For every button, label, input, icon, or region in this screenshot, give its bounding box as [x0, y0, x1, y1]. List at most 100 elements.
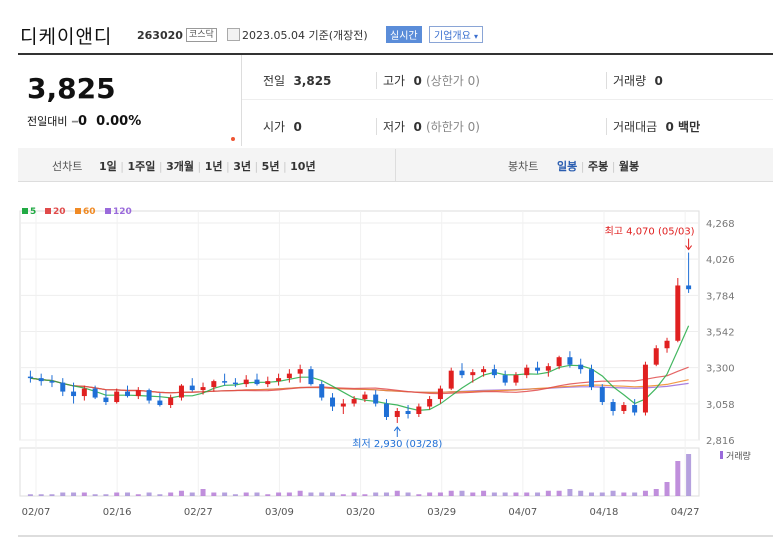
volume-bar	[394, 490, 400, 496]
candle-chart-tab[interactable]: 봉차트	[508, 160, 539, 173]
x-tick-label: 03/29	[427, 507, 456, 518]
high-label: 고가	[383, 74, 406, 88]
company-overview-label: 기업개요	[434, 31, 471, 42]
candle-body	[232, 382, 238, 385]
base-date: 2023.05.04 기준(개장전)	[242, 29, 368, 42]
stock-name: 디케이앤디	[20, 26, 113, 48]
volume-bar	[642, 490, 648, 496]
open-price: 시가 0	[263, 118, 302, 135]
period-tab-3[interactable]: 1년	[204, 160, 223, 173]
period-tab-0[interactable]: 1일	[99, 160, 117, 173]
period-tab-6[interactable]: 10년	[290, 160, 316, 173]
candle-period-tab-2[interactable]: 월봉	[618, 160, 640, 173]
candle-period-tab-1[interactable]: 주봉	[587, 160, 609, 173]
volume-bar	[632, 492, 638, 496]
volume-bar	[578, 490, 584, 496]
volume-bar	[545, 490, 551, 496]
candle-body	[81, 388, 87, 397]
x-tick-label: 04/27	[671, 507, 700, 518]
y-tick-label: 3,058	[706, 400, 735, 411]
realtime-button[interactable]: 실시간	[386, 26, 422, 43]
candle-body	[211, 381, 217, 388]
x-tick-label: 02/07	[22, 507, 51, 518]
period-tab-2[interactable]: 3개월	[166, 160, 194, 173]
candle-body	[60, 382, 66, 392]
volume-legend-swatch	[720, 451, 723, 459]
volume: 거래량 0	[606, 72, 663, 89]
candle-period-tab-0[interactable]: 일봉	[557, 160, 578, 173]
high-annotation: 최고 4,070 (05/03)	[605, 226, 695, 238]
volume-bar	[232, 494, 238, 496]
candle-body	[254, 379, 260, 385]
low-price: 저가 0 (하한가 0)	[376, 118, 480, 135]
volume-bar	[502, 492, 508, 496]
high-arrow-head	[685, 245, 693, 251]
volume-bar	[189, 492, 195, 496]
change-value: 0	[78, 114, 88, 129]
current-price: 3,825	[27, 72, 116, 105]
candle-body	[308, 369, 314, 385]
divider	[242, 99, 773, 100]
x-tick-label: 03/20	[346, 507, 375, 518]
volume-bar	[491, 492, 497, 496]
volume-bar	[373, 492, 379, 496]
plot-frame	[19, 210, 700, 441]
volume-bar	[178, 490, 184, 496]
volume-bar	[125, 492, 131, 496]
y-tick-label: 4,268	[706, 219, 735, 230]
candle-body	[642, 364, 648, 413]
tab-separator: |	[577, 160, 588, 173]
candle-body	[664, 340, 670, 349]
volume-bar	[222, 492, 228, 496]
candle-body	[394, 411, 400, 417]
volume-bar	[157, 494, 163, 496]
candle-body	[38, 378, 44, 382]
low-value: 0	[413, 120, 422, 134]
candle-body	[588, 369, 594, 388]
candle-body	[200, 387, 206, 391]
candle-body	[427, 399, 433, 407]
candle-body	[491, 369, 497, 376]
volume-bar	[653, 489, 659, 496]
volume-bar	[71, 492, 77, 496]
candle-period-tabs: 일봉 | 주봉 | 월봉	[557, 158, 639, 174]
candle-body	[502, 375, 508, 383]
divider	[395, 149, 396, 181]
candle-body	[437, 388, 443, 400]
volume-bar	[427, 492, 433, 496]
candle-body	[178, 385, 184, 398]
volume-bar	[621, 492, 627, 496]
candle-body	[330, 397, 336, 407]
legend-label: 20	[53, 207, 66, 217]
price-change: 전일대비 ━0 0.00%	[27, 113, 141, 129]
period-tab-4[interactable]: 3년	[233, 160, 251, 173]
period-tab-5[interactable]: 5년	[261, 160, 280, 173]
volume-bar	[599, 492, 605, 496]
y-tick-label: 3,784	[706, 291, 735, 302]
volume-bar	[38, 494, 44, 496]
candle-body	[146, 390, 152, 401]
line-chart-tab[interactable]: 선차트	[52, 160, 83, 173]
tab-separator: |	[279, 160, 291, 173]
y-tick-label: 2,816	[706, 436, 735, 447]
flat-icon: ━	[72, 117, 79, 128]
low-label: 저가	[383, 120, 406, 134]
high-value: 0	[413, 74, 422, 88]
volume-bar	[319, 492, 325, 496]
volume-bar	[286, 492, 292, 496]
company-overview-button[interactable]: 기업개요 ▾	[429, 26, 484, 43]
volume-value: 0	[654, 74, 663, 88]
candle-body	[481, 369, 487, 373]
candle-body	[556, 357, 562, 367]
period-tab-1[interactable]: 1주일	[127, 160, 156, 173]
legend-label: 60	[83, 207, 96, 217]
candle-body	[578, 364, 584, 370]
candle-body	[383, 403, 389, 417]
candle-body	[71, 391, 77, 397]
volume-bar	[524, 492, 530, 496]
volume-bar	[448, 490, 454, 496]
candle-body	[243, 379, 249, 385]
upper-limit: (상한가 0)	[426, 74, 480, 88]
low-arrow-head	[393, 426, 401, 432]
candle-body	[632, 405, 638, 413]
